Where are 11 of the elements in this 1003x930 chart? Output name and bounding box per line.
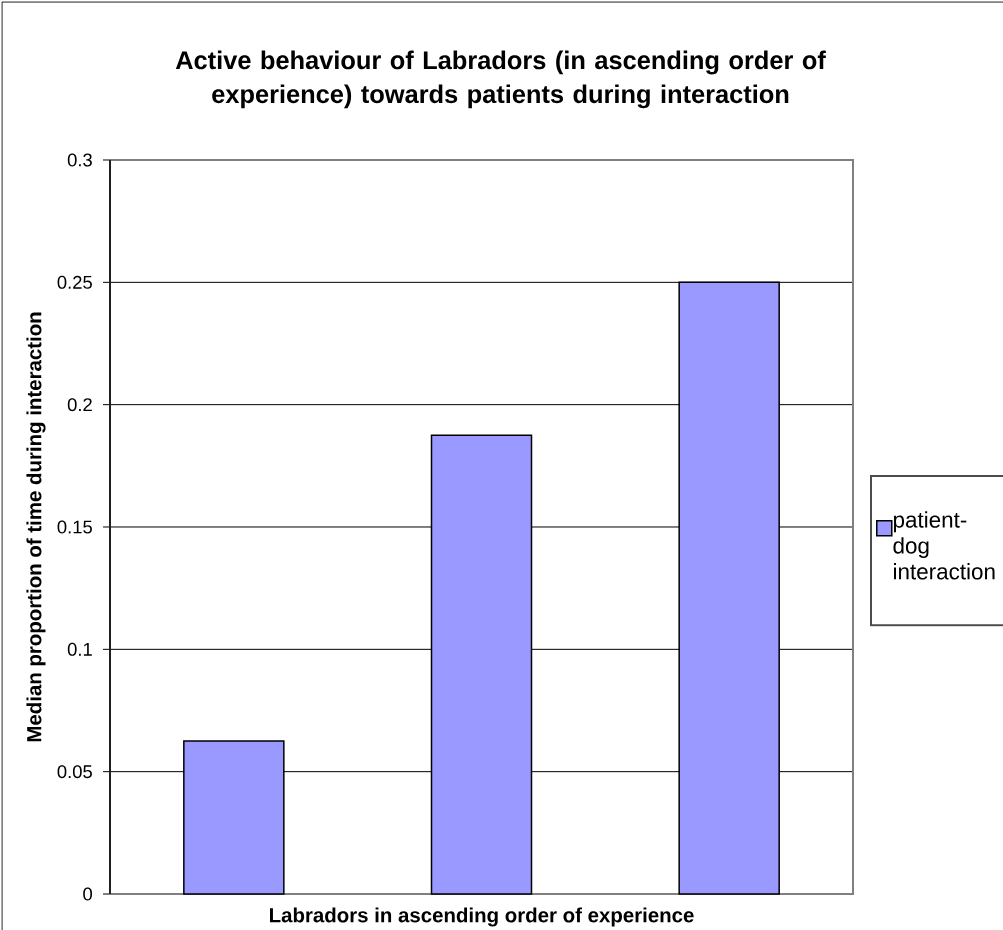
y-tick-label: 0.2 <box>67 398 92 412</box>
legend-label: patient-dog interaction <box>893 511 995 580</box>
y-tick-label: 0.15 <box>57 520 92 534</box>
chart-title: Active behaviour of Labradors (in ascending order of experience) towards patients during interaction <box>175 50 826 109</box>
y-tick-label: 0.1 <box>67 642 92 656</box>
y-axis-title: Median proportion of time during interaction <box>26 312 46 742</box>
x-axis-title: Labradors in ascending order of experience <box>270 907 694 927</box>
y-tick-label: 0 <box>83 887 93 901</box>
y-tick-label: 0.25 <box>57 275 92 289</box>
y-tick-label: 0.05 <box>57 765 92 779</box>
y-tick-label: 0.3 <box>67 153 92 167</box>
